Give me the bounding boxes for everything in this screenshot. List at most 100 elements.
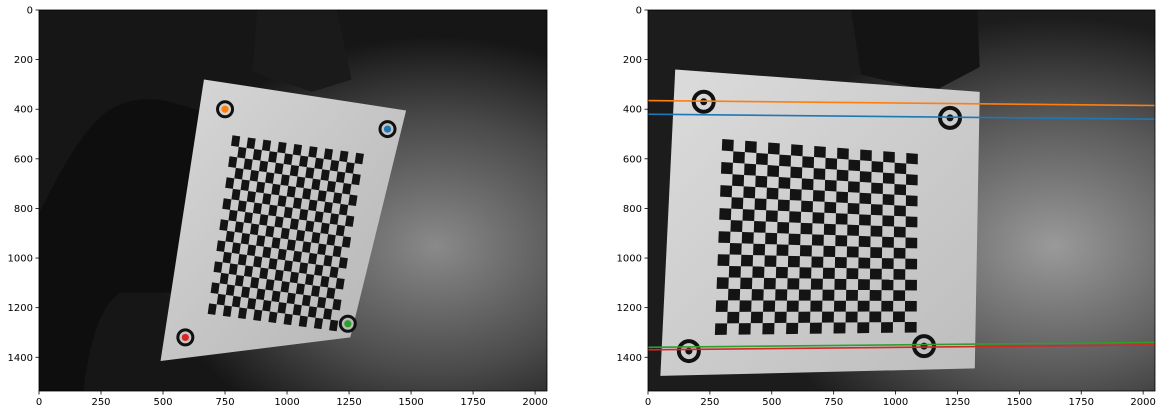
checker-square [234, 167, 244, 180]
checker-square [298, 262, 309, 274]
right-y-axis: 0 200 400 600 800 1000 1200 1400 [617, 6, 648, 364]
checker-square [744, 140, 757, 153]
checker-square [869, 311, 882, 323]
checker-square [243, 211, 253, 224]
checker-square [225, 230, 235, 243]
checker-square [262, 300, 272, 312]
checker-square [255, 181, 266, 194]
y-tick-label: 400 [623, 105, 642, 116]
x-tick-label: 1000 [274, 397, 299, 408]
checker-square [905, 258, 918, 270]
checker-square [905, 216, 918, 228]
checker-square [812, 212, 825, 224]
checker-square [810, 278, 823, 290]
left-y-axis: 0 200 400 600 800 1000 1200 1400 [8, 6, 39, 364]
checker-square [754, 198, 767, 211]
checker-square [243, 158, 253, 171]
y-tick-label: 0 [27, 6, 33, 17]
right-epipolar-lines [648, 99, 1155, 351]
left-camera-mount [39, 99, 213, 391]
checker-square [731, 197, 744, 210]
checker-square [243, 265, 254, 278]
x-tick-label: 250 [91, 397, 110, 408]
checker-square [283, 260, 293, 272]
checker-square [822, 289, 835, 301]
checker-square [837, 147, 849, 160]
checker-square [790, 144, 803, 157]
x-tick-label: 2000 [1130, 397, 1155, 408]
checker-square [268, 204, 278, 217]
checker-square [720, 185, 733, 198]
checker-square [786, 322, 799, 335]
checker-square [222, 198, 232, 210]
checker-square [326, 287, 336, 299]
checker-square [906, 174, 918, 186]
checker-square [743, 186, 756, 199]
checker-square [234, 221, 244, 233]
left-checkerboard [207, 135, 364, 332]
checker-square [280, 227, 290, 240]
checker-square [271, 237, 281, 249]
left-x-axis: 0 250 500 750 1000 1250 1500 1750 2000 [36, 391, 548, 408]
checker-square [857, 300, 870, 312]
point-marker [344, 320, 352, 328]
checker-square [253, 309, 263, 322]
checker-square [893, 247, 906, 259]
point-marker [383, 125, 392, 133]
y-tick-label: 0 [636, 6, 642, 17]
checker-square [268, 151, 278, 163]
checker-square [750, 311, 764, 324]
checker-square [741, 231, 754, 244]
checker-square [228, 209, 238, 222]
checker-square [718, 231, 731, 244]
checker-square [859, 192, 872, 205]
left-calibration-board [160, 79, 407, 361]
checker-square [776, 244, 789, 256]
checker-square [225, 284, 235, 296]
checker-square [799, 267, 812, 279]
x-tick-label: 1000 [883, 397, 908, 408]
checker-square [810, 300, 823, 312]
y-tick-label: 800 [14, 204, 33, 215]
y-tick-label: 1400 [617, 353, 642, 364]
checker-square [354, 152, 364, 165]
checker-square [721, 138, 734, 152]
checker-square [848, 159, 861, 172]
checker-square [280, 281, 290, 293]
checker-square [262, 193, 272, 205]
checker-square [847, 224, 860, 236]
checker-square [335, 278, 345, 290]
checker-square [292, 144, 303, 156]
checker-square [811, 256, 824, 268]
checker-square [298, 315, 308, 328]
checker-square [845, 289, 858, 301]
checker-square [824, 179, 837, 192]
checker-square [231, 242, 241, 254]
checker-square [905, 195, 918, 207]
checker-square [871, 161, 884, 173]
checker-square [789, 188, 802, 201]
checker-square [228, 263, 238, 275]
checker-square [765, 210, 778, 222]
checker-square [326, 234, 336, 246]
checker-square [799, 245, 812, 257]
checker-square [305, 167, 315, 179]
checker-square [798, 311, 811, 323]
checker-square [332, 298, 342, 311]
checker-square [268, 311, 278, 324]
checker-square [882, 172, 895, 184]
checker-square [329, 266, 339, 279]
ring-target [176, 328, 195, 347]
checker-square [740, 277, 753, 290]
checker-square [335, 224, 346, 237]
checker-square [744, 163, 757, 176]
checker-square [299, 155, 309, 168]
x-tick-label: 1250 [336, 397, 361, 408]
left-point-markers [181, 105, 392, 342]
checker-square [822, 267, 835, 279]
ring-target [378, 120, 397, 139]
checker-square [265, 172, 275, 184]
checker-square [894, 183, 907, 196]
checker-square [271, 183, 281, 196]
checker-square [729, 243, 742, 255]
